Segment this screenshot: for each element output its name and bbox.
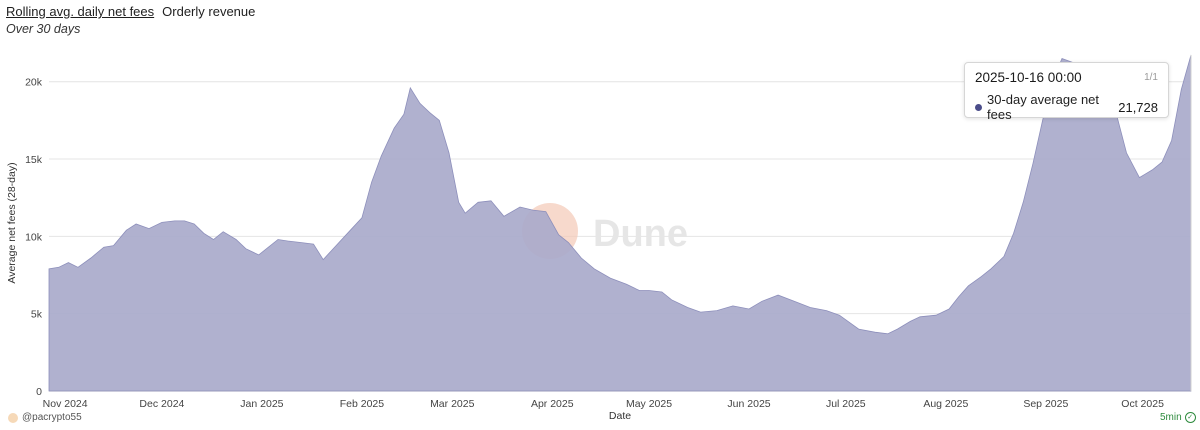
tooltip-header: 2025-10-16 00:00 1/1 [975,70,1158,85]
avatar [8,412,18,423]
series-area[interactable] [48,54,1192,392]
x-tick-label: Apr 2025 [531,398,574,410]
tooltip-value: 21,728 [1118,99,1158,115]
x-tick-label: Dec 2024 [139,398,184,410]
tooltip-date: 2025-10-16 00:00 [975,70,1082,85]
tooltip-row: 30-day average net fees 21,728 [975,92,1158,122]
x-tick-label: Oct 2025 [1121,398,1164,410]
x-tick-label: Mar 2025 [430,398,475,410]
x-tick-label: May 2025 [626,398,672,410]
title-row: Rolling avg. daily net fees Orderly reve… [6,4,255,19]
y-tick-label: 10k [25,231,43,243]
check-circle-icon: ✓ [1184,412,1196,423]
author-credit[interactable]: @pacrypto55 [8,412,82,423]
tooltip-series-label: 30-day average net fees [987,92,1100,122]
y-tick-label: 0 [36,386,42,398]
x-tick-label: Jul 2025 [826,398,866,410]
y-tick-label: 20k [25,77,43,89]
x-tick-label: Sep 2025 [1023,398,1068,410]
author-name: @pacrypto55 [22,412,82,423]
x-tick-label: Jun 2025 [727,398,770,410]
chart-header: Rolling avg. daily net fees Orderly reve… [6,4,255,36]
y-tick-label: 15k [25,154,43,166]
watermark: Dune [593,213,688,255]
tooltip-page-indicator: 1/1 [1144,72,1158,83]
y-tick-label: 5k [31,309,43,321]
x-tick-label: Feb 2025 [340,398,385,410]
refresh-status[interactable]: 5min ✓ [1160,412,1196,423]
x-tick-label: Nov 2024 [43,398,88,410]
chart-subtitle: Over 30 days [6,22,81,36]
hover-tooltip: 2025-10-16 00:00 1/1 30-day average net … [964,62,1169,122]
dashboard-tag: Orderly revenue [162,4,256,19]
x-axis-label: Date [609,410,631,422]
y-axis-label: Average net fees (28-day) [6,162,18,283]
series-dot-icon [975,103,982,111]
x-tick-label: Jan 2025 [240,398,283,410]
chart-title[interactable]: Rolling avg. daily net fees [6,4,155,19]
x-tick-label: Aug 2025 [923,398,968,410]
refresh-interval: 5min [1160,412,1182,423]
